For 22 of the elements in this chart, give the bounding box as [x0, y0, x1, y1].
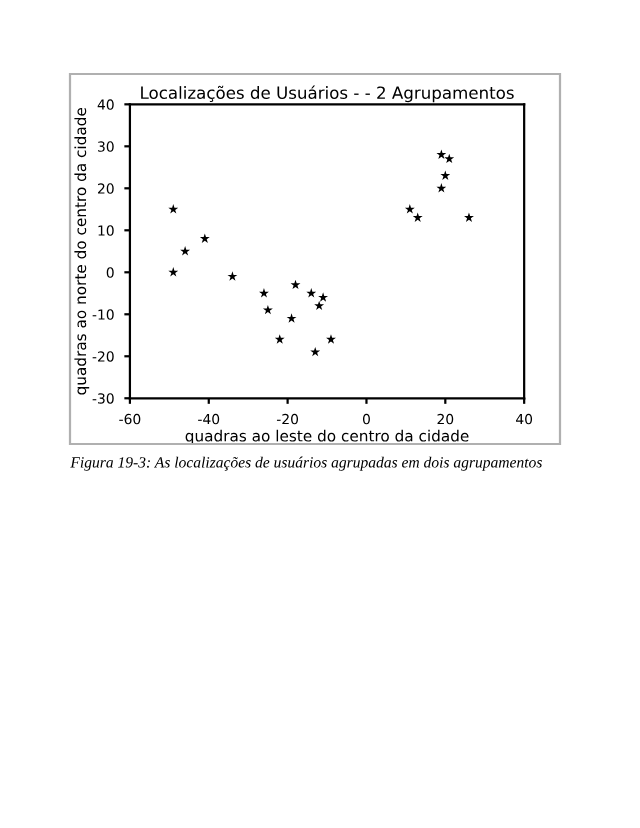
point: [436, 149, 447, 159]
point: [199, 233, 210, 243]
point: [440, 170, 451, 180]
point: [318, 292, 329, 302]
point: [180, 246, 191, 256]
chart-title: Localizações de Usuários - - 2 Agrupamentos: [141, 85, 514, 103]
point: [306, 288, 317, 298]
point: [286, 313, 297, 323]
point: [227, 271, 238, 281]
point: [290, 279, 301, 290]
point: [310, 346, 321, 357]
point: [404, 204, 415, 214]
point: [262, 304, 273, 315]
point: [412, 212, 423, 222]
point: [464, 212, 474, 222]
point: [168, 267, 179, 277]
point: [314, 300, 325, 311]
point: [259, 288, 269, 298]
point: [274, 334, 285, 344]
point: [326, 334, 336, 344]
point: [444, 153, 455, 164]
point: [168, 204, 179, 214]
